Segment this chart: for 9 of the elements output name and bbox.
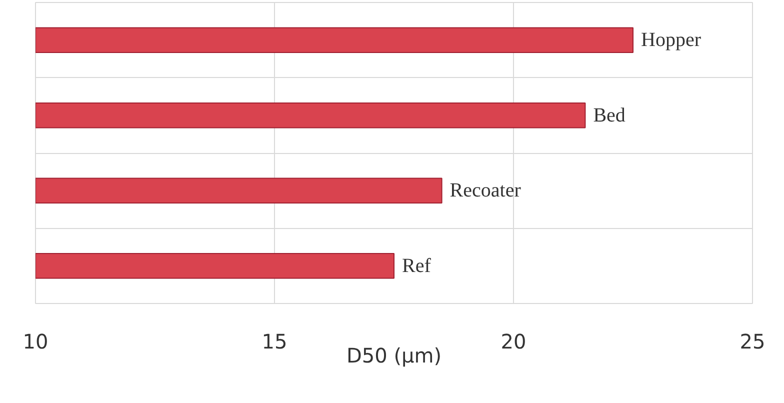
x-tick-label: 10 bbox=[22, 330, 48, 354]
y-tick-label: Ref bbox=[402, 254, 432, 277]
x-tick-label: 25 bbox=[740, 330, 766, 354]
x-tick-label: 15 bbox=[262, 330, 288, 354]
x-tick-label: 20 bbox=[500, 330, 526, 354]
y-tick-label: Bed bbox=[593, 104, 626, 126]
y-tick-label: Recoater bbox=[450, 180, 522, 202]
y-tick-label: Hopper bbox=[641, 29, 702, 52]
x-axis-title: D50 (µm) bbox=[346, 344, 442, 368]
